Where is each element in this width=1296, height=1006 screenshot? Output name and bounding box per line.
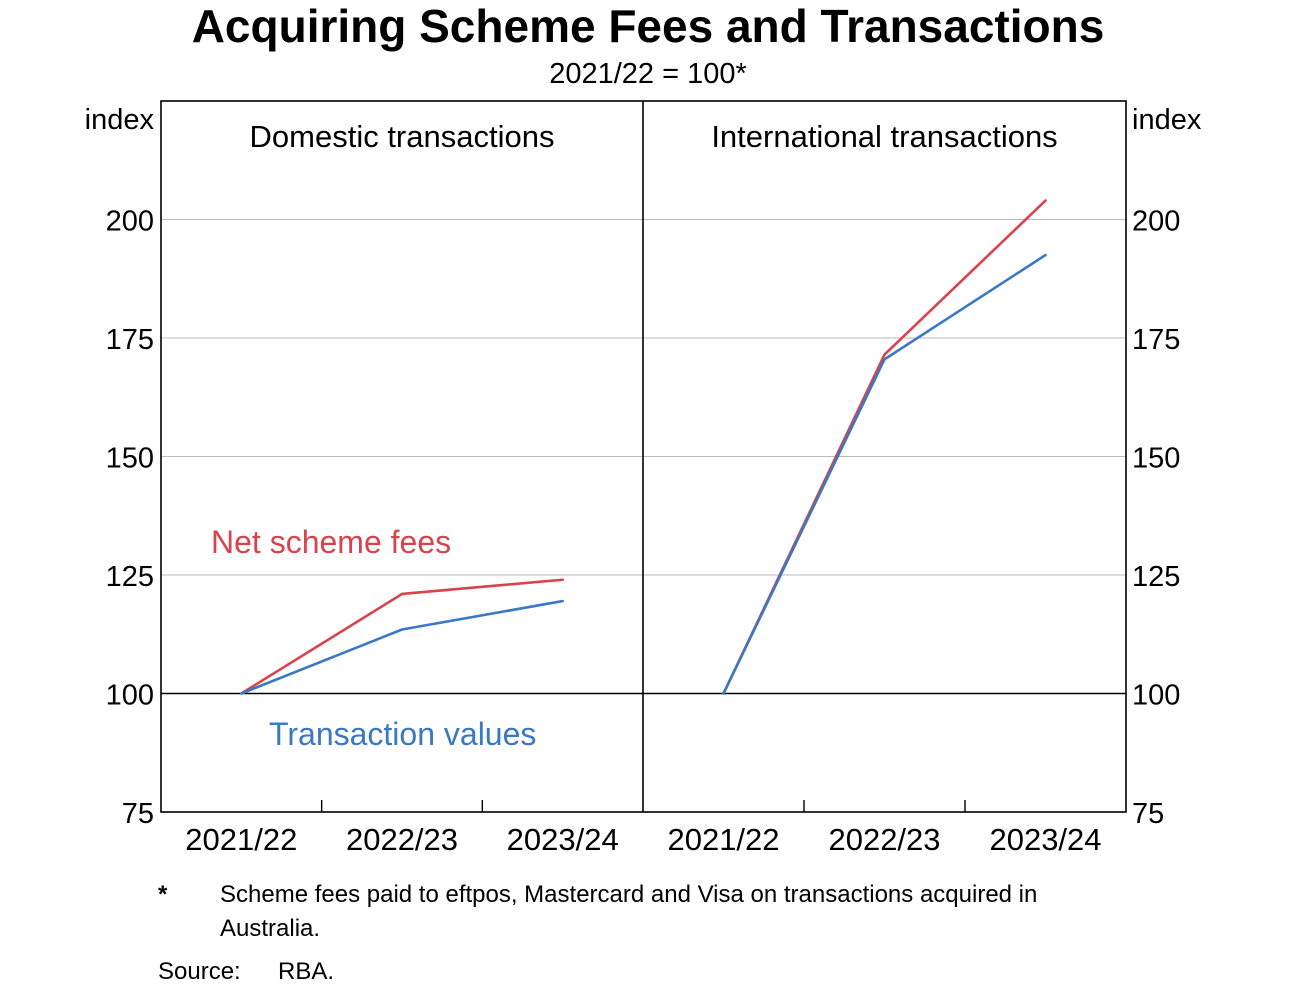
x-tick-label: 2021/22 [667, 822, 779, 857]
source-label: Source: [158, 958, 241, 985]
y-tick-label-right: 175 [1132, 324, 1180, 356]
y-tick-label-left: 175 [106, 324, 154, 356]
y-axis-label-right: index [1132, 104, 1202, 136]
y-tick-label-left: 75 [122, 798, 154, 830]
y-tick-label-right: 100 [1132, 680, 1180, 712]
transaction-values-line-international [722, 253, 1047, 695]
y-tick-label-right: 75 [1132, 798, 1164, 830]
y-axis-label-left: index [85, 104, 155, 136]
chart-title: Acquiring Scheme Fees and Transactions [191, 0, 1105, 52]
series-label-transaction-values: Transaction values [269, 716, 536, 752]
y-tick-label-left: 100 [106, 680, 154, 712]
y-tick-label-left: 125 [106, 561, 154, 593]
series-label-net-scheme-fees: Net scheme fees [211, 524, 451, 560]
x-tick-label: 2022/23 [346, 822, 458, 857]
transaction-values-line-domestic [240, 599, 564, 695]
net-scheme-fees-line-international [722, 199, 1047, 695]
panel-title: International transactions [711, 119, 1057, 154]
y-tick-label-right: 150 [1132, 443, 1180, 475]
y-tick-label-left: 150 [106, 443, 154, 475]
y-tick-label-left: 200 [106, 206, 154, 238]
source-text: RBA. [278, 958, 335, 985]
x-tick-label: 2021/22 [185, 822, 297, 857]
footnote-mark: * [158, 881, 168, 908]
x-tick-label: 2022/23 [828, 822, 940, 857]
chart-subtitle: 2021/22 = 100* [549, 58, 747, 90]
chart-area: 75 75 100 100 125 125 150 150 175 175 200 200 index i… [85, 100, 1202, 857]
net-scheme-fees-line-domestic [240, 578, 564, 695]
y-tick-label-right: 125 [1132, 561, 1180, 593]
x-tick-label: 2023/24 [989, 822, 1101, 857]
source-note: Source: RBA. [158, 955, 334, 989]
x-tick-label: 2023/24 [507, 822, 619, 857]
panel-title: Domestic transactions [250, 119, 555, 154]
y-tick-label-right: 200 [1132, 206, 1180, 238]
footnote-text: Scheme fees paid to eftpos, Mastercard a… [220, 881, 1038, 942]
